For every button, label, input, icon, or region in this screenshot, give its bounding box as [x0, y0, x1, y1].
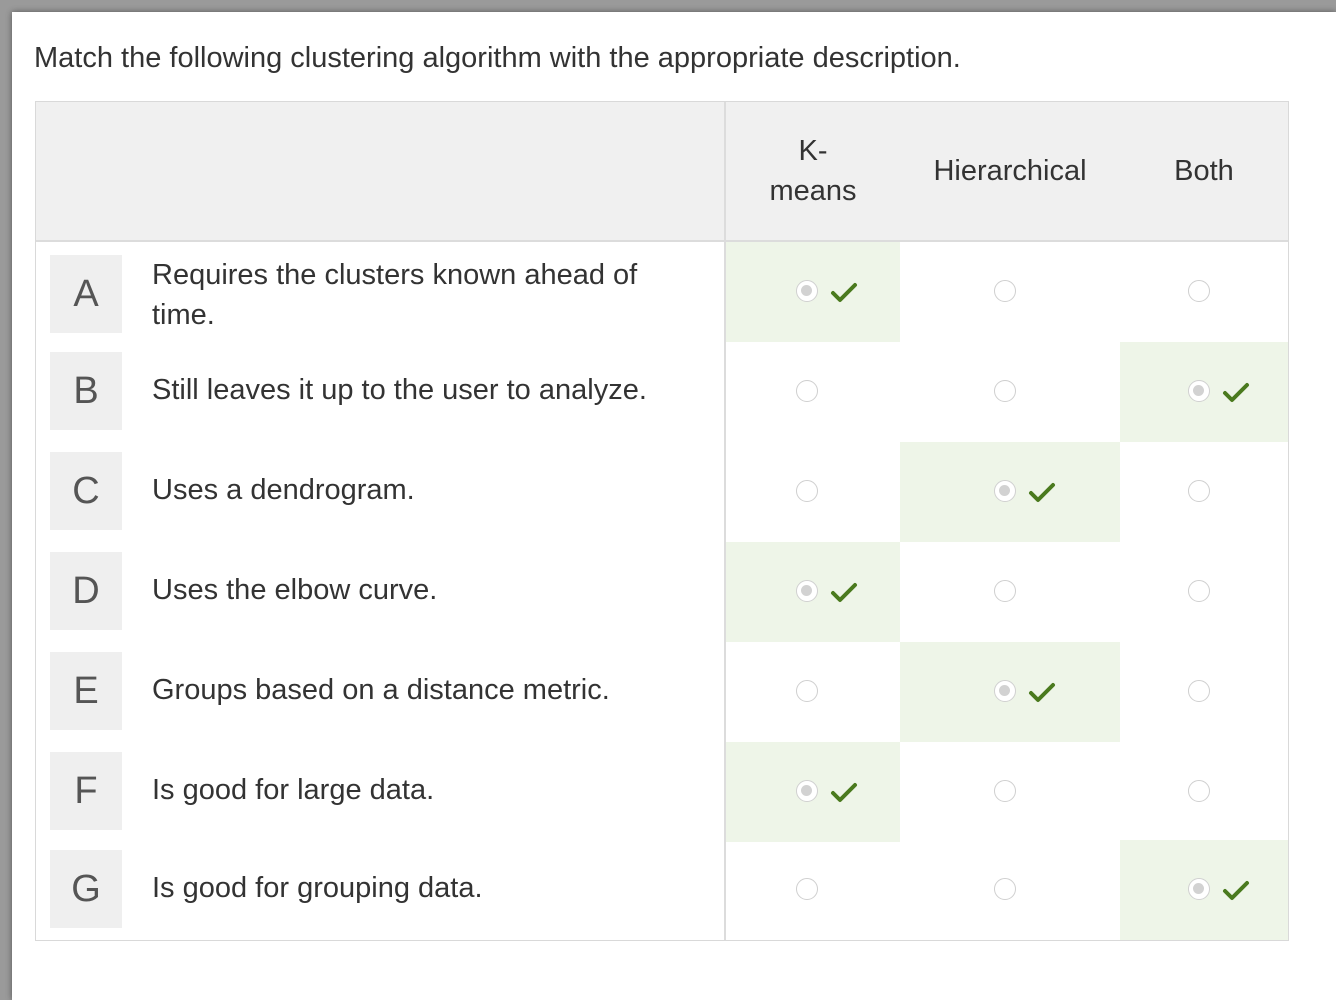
radio-icon[interactable] — [796, 680, 818, 702]
radio-selected-icon[interactable] — [994, 680, 1016, 702]
radio-icon[interactable] — [994, 878, 1016, 900]
column-header-label: Hierarchical — [933, 155, 1087, 187]
answer-cell-kmeans — [726, 442, 900, 542]
checkmark-icon — [1029, 683, 1055, 702]
answer-cell-hierarchical — [900, 840, 1120, 940]
answer-cell-hierarchical — [900, 642, 1120, 742]
radio-icon[interactable] — [994, 780, 1016, 802]
radio-icon[interactable] — [1188, 580, 1210, 602]
row-letter-badge: D — [50, 552, 122, 630]
radio-icon[interactable] — [1188, 280, 1210, 302]
answer-cell-hierarchical — [900, 342, 1120, 442]
checkmark-icon — [1223, 383, 1249, 402]
radio-icon[interactable] — [994, 580, 1016, 602]
radio-icon[interactable] — [1188, 780, 1210, 802]
question-row-e: E Groups based on a distance metric. — [36, 642, 1288, 742]
column-header-hierarchical: Hierarchical — [900, 102, 1120, 240]
matching-grid: K- means Hierarchical Both A Requires the… — [35, 101, 1289, 941]
row-description: Requires the clusters known ahead of tim… — [152, 259, 638, 331]
row-letter-badge: E — [50, 652, 122, 730]
row-letter-badge: G — [50, 850, 122, 928]
answer-cell-both — [1120, 642, 1288, 742]
answer-cell-kmeans — [726, 542, 900, 642]
answer-cell-both — [1120, 542, 1288, 642]
answer-cell-both — [1120, 742, 1288, 842]
answer-cell-kmeans — [726, 840, 900, 940]
answer-cell-both — [1120, 342, 1288, 442]
checkmark-icon — [831, 783, 857, 802]
radio-icon[interactable] — [1188, 680, 1210, 702]
radio-selected-icon[interactable] — [796, 280, 818, 302]
answer-cell-hierarchical — [900, 442, 1120, 542]
column-header-label: Both — [1174, 155, 1234, 187]
radio-icon[interactable] — [1188, 480, 1210, 502]
row-letter-badge: B — [50, 352, 122, 430]
row-description: Uses the elbow curve. — [152, 574, 438, 606]
question-card: Match the following clustering algorithm… — [12, 12, 1336, 1000]
checkmark-icon — [831, 583, 857, 602]
column-header-kmeans: K- means — [726, 102, 900, 240]
row-letter-badge: C — [50, 452, 122, 530]
radio-icon[interactable] — [994, 280, 1016, 302]
answer-cell-hierarchical — [900, 542, 1120, 642]
grid-header: K- means Hierarchical Both — [36, 102, 1288, 242]
question-row-d: D Uses the elbow curve. — [36, 542, 1288, 642]
question-row-g: G Is good for grouping data. — [36, 840, 1288, 940]
answer-cell-hierarchical — [900, 742, 1120, 842]
answer-cell-hierarchical — [900, 242, 1120, 342]
radio-icon[interactable] — [994, 380, 1016, 402]
row-description: Is good for grouping data. — [152, 872, 483, 904]
answer-cell-both — [1120, 242, 1288, 342]
answer-cell-kmeans — [726, 242, 900, 342]
answer-cell-kmeans — [726, 642, 900, 742]
radio-icon[interactable] — [796, 380, 818, 402]
column-divider — [724, 102, 726, 940]
checkmark-icon — [1223, 881, 1249, 900]
answer-cell-both — [1120, 840, 1288, 940]
checkmark-icon — [831, 283, 857, 302]
radio-selected-icon[interactable] — [796, 780, 818, 802]
radio-selected-icon[interactable] — [1188, 878, 1210, 900]
question-prompt: Match the following clustering algorithm… — [34, 42, 961, 74]
row-letter-badge: F — [50, 752, 122, 830]
column-header-both: Both — [1120, 102, 1288, 240]
row-letter-badge: A — [50, 255, 122, 333]
radio-selected-icon[interactable] — [796, 580, 818, 602]
radio-icon[interactable] — [796, 480, 818, 502]
radio-selected-icon[interactable] — [1188, 380, 1210, 402]
answer-cell-kmeans — [726, 342, 900, 442]
question-row-f: F Is good for large data. — [36, 742, 1288, 842]
question-row-a: A Requires the clusters known ahead of ti… — [36, 242, 1288, 342]
checkmark-icon — [1029, 483, 1055, 502]
question-row-b: B Still leaves it up to the user to analy… — [36, 342, 1288, 442]
row-description: Is good for large data. — [152, 774, 435, 806]
answer-cell-both — [1120, 442, 1288, 542]
radio-selected-icon[interactable] — [994, 480, 1016, 502]
radio-icon[interactable] — [796, 878, 818, 900]
question-row-c: C Uses a dendrogram. — [36, 442, 1288, 542]
answer-cell-kmeans — [726, 742, 900, 842]
row-description: Uses a dendrogram. — [152, 474, 415, 506]
row-description: Still leaves it up to the user to analyz… — [152, 374, 647, 406]
column-header-label: K- means — [769, 135, 857, 207]
row-description: Groups based on a distance metric. — [152, 674, 610, 706]
